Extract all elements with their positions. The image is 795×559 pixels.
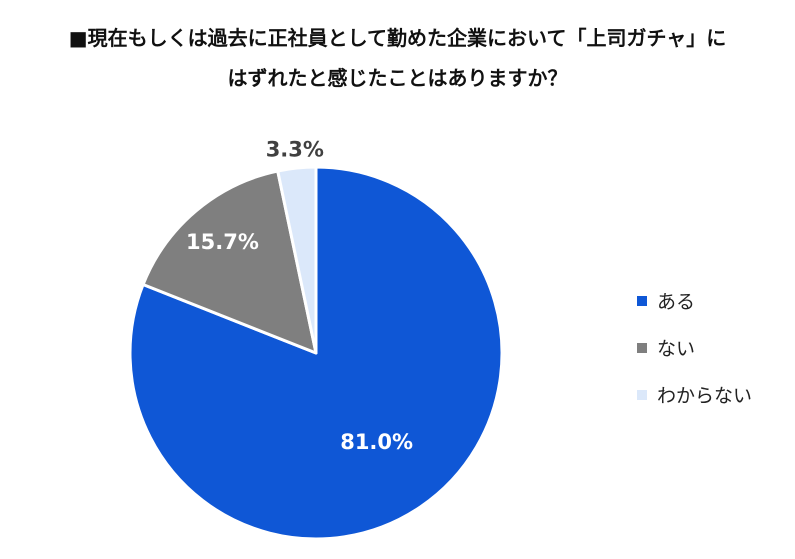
data-label-nai: 15.7%	[186, 230, 259, 254]
legend-label-aru: ある	[657, 291, 696, 313]
legend-item-nai: ない	[637, 324, 752, 371]
chart-title: ■現在もしくは過去に正社員として勤めた企業において「上司ガチャ」に はずれたと感…	[0, 18, 795, 98]
data-label-aru: 81.0%	[340, 430, 413, 454]
pie-slice-wakaranai	[276, 165, 318, 355]
legend-item-wakaranai: わからない	[637, 371, 752, 418]
legend-swatch-aru	[637, 295, 647, 306]
legend-item-aru: ある	[637, 277, 752, 324]
legend: ある ない わからない	[637, 277, 752, 418]
legend-label-nai: ない	[657, 338, 696, 360]
chart-title-line-2: はずれたと感じたことはありますか？	[227, 66, 568, 90]
pie-slice-nai	[141, 169, 318, 355]
legend-label-wakaranai: わからない	[657, 385, 753, 407]
legend-swatch-wakaranai	[637, 389, 647, 400]
chart-title-line-1: ■現在もしくは過去に正社員として勤めた企業において「上司ガチャ」に	[68, 26, 727, 50]
data-label-wakaranai: 3.3%	[266, 137, 324, 161]
legend-swatch-nai	[637, 342, 647, 353]
